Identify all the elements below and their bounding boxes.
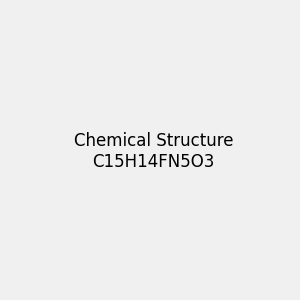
Text: Chemical Structure
C15H14FN5O3: Chemical Structure C15H14FN5O3 bbox=[74, 132, 233, 171]
